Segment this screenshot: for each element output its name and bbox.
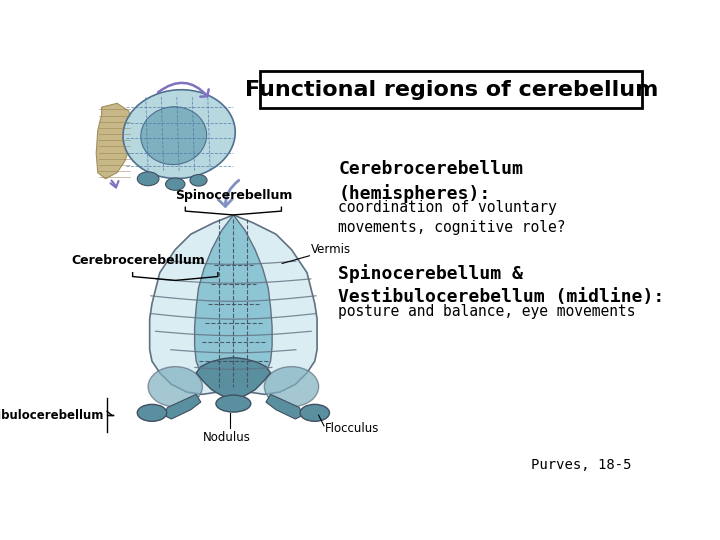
Ellipse shape [138,172,159,186]
Polygon shape [194,215,272,388]
Ellipse shape [166,178,185,190]
Polygon shape [150,215,317,394]
Ellipse shape [190,174,207,186]
Text: Purves, 18-5: Purves, 18-5 [531,458,631,472]
Bar [260,71,642,109]
Text: Nodulus: Nodulus [203,430,251,443]
Text: Functional regions of cerebellum: Functional regions of cerebellum [245,80,658,100]
Text: Vestibulocerebellum: Vestibulocerebellum [0,409,104,422]
Text: Vermis: Vermis [311,244,351,256]
Ellipse shape [264,367,319,407]
Text: Flocculus: Flocculus [325,422,379,435]
Text: Spinocerebellum: Spinocerebellum [175,189,292,202]
Text: Cerebrocerebellum: Cerebrocerebellum [71,254,205,267]
Text: coordination of voluntary
movements, cognitive role?: coordination of voluntary movements, cog… [338,200,566,235]
Polygon shape [96,103,132,179]
Ellipse shape [148,367,202,407]
Ellipse shape [138,404,167,421]
Polygon shape [196,357,271,400]
Ellipse shape [300,404,330,421]
Polygon shape [266,394,303,419]
Ellipse shape [123,90,235,179]
Ellipse shape [141,107,207,165]
Text: Spinocerebellum &
Vestibulocerebellum (midline):: Spinocerebellum & Vestibulocerebellum (m… [338,265,665,306]
Text: Cerebrocerebellum
(hemispheres):: Cerebrocerebellum (hemispheres): [338,160,523,202]
Polygon shape [163,394,201,419]
Text: posture and balance, eye movements: posture and balance, eye movements [338,305,636,320]
Ellipse shape [216,395,251,412]
